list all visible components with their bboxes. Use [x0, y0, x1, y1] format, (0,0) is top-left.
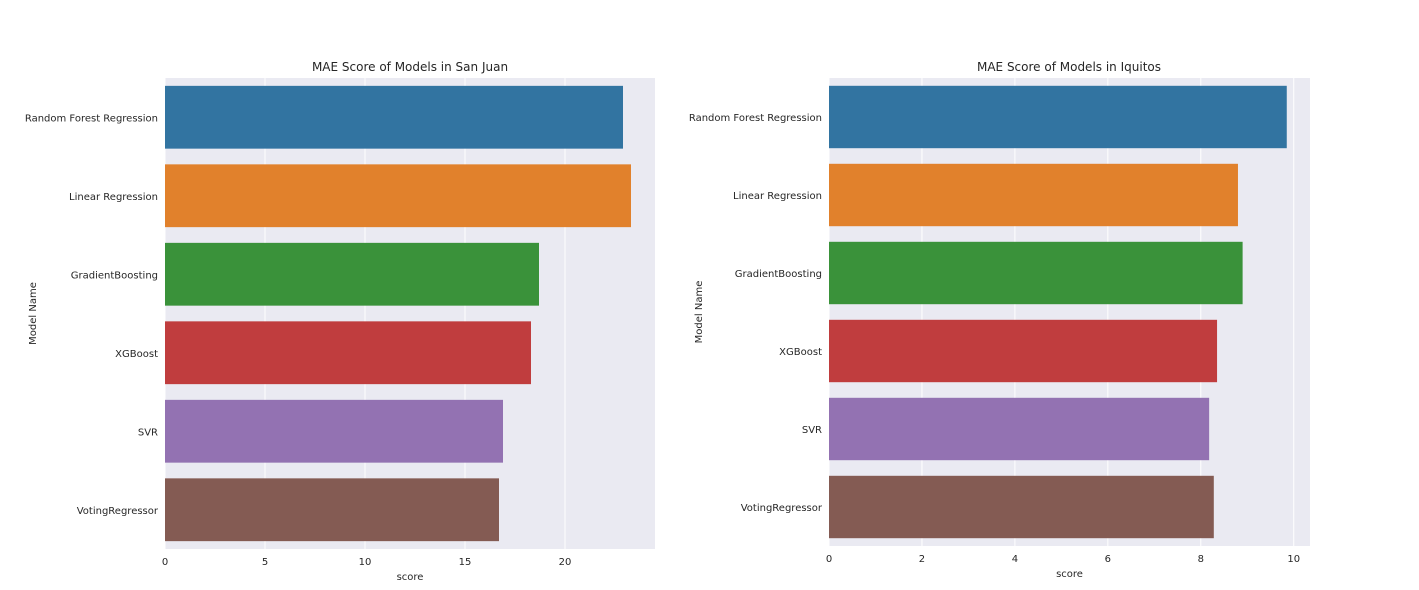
san-juan-x-tick-label: 20: [559, 557, 572, 568]
iquitos-x-tick-label: 4: [1012, 554, 1018, 565]
iquitos-bar-gradientboosting: [829, 241, 1243, 305]
chart-iquitos-svg: Random Forest Regression Linear Regressio…: [689, 60, 1310, 580]
san-juan-bar-random-forest-regression: [165, 85, 623, 149]
iquitos-category-label: SVR: [802, 425, 822, 436]
san-juan-category-label: XGBoost: [115, 349, 158, 360]
iquitos-x-tick-label: 10: [1287, 554, 1300, 565]
san-juan-bar-svr: [165, 399, 503, 463]
san-juan-bar-votingregressor: [165, 478, 499, 542]
iquitos-category-label: Random Forest Regression: [689, 113, 822, 124]
san-juan-category-label: VotingRegressor: [77, 506, 159, 517]
iquitos-chart-title: MAE Score of Models in Iquitos: [977, 60, 1161, 74]
san-juan-category-label: Random Forest Regression: [25, 113, 158, 124]
san-juan-plot-area: [165, 78, 655, 549]
iquitos-x-tick-label: 2: [919, 554, 925, 565]
san-juan-x-tick-label: 0: [162, 557, 168, 568]
iquitos-x-tick-label: 0: [826, 554, 832, 565]
san-juan-category-label: Linear Regression: [69, 192, 158, 203]
san-juan-x-tick-label: 10: [359, 557, 372, 568]
san-juan-x-tick-label: 5: [262, 557, 268, 568]
iquitos-bar-linear-regression: [829, 163, 1238, 227]
iquitos-category-label: Linear Regression: [733, 191, 822, 202]
san-juan-category-label: GradientBoosting: [71, 270, 158, 281]
iquitos-bar-xgboost: [829, 319, 1218, 383]
san-juan-y-axis-label: Model Name: [28, 282, 39, 345]
iquitos-x-tick-label: 8: [1198, 554, 1204, 565]
iquitos-category-label: XGBoost: [779, 347, 822, 358]
iquitos-bar-votingregressor: [829, 475, 1214, 539]
chart-san-juan-svg: Random Forest Regression Linear Regressio…: [25, 60, 655, 583]
san-juan-x-tick-label: 15: [459, 557, 472, 568]
iquitos-bar-random-forest-regression: [829, 85, 1287, 149]
san-juan-chart-title: MAE Score of Models in San Juan: [312, 60, 508, 74]
san-juan-bar-gradientboosting: [165, 242, 539, 306]
san-juan-bar-xgboost: [165, 321, 531, 385]
iquitos-x-axis-label: score: [1056, 569, 1083, 580]
chart-iquitos: Random Forest Regression Linear Regressio…: [680, 0, 1419, 586]
iquitos-y-axis-label: Model Name: [694, 281, 705, 344]
iquitos-category-label: VotingRegressor: [741, 503, 823, 514]
san-juan-bar-linear-regression: [165, 164, 631, 228]
iquitos-x-tick-label: 6: [1105, 554, 1111, 565]
iquitos-category-label: GradientBoosting: [735, 269, 822, 280]
san-juan-category-label: SVR: [138, 427, 158, 438]
chart-san-juan: Random Forest Regression Linear Regressio…: [0, 0, 680, 586]
iquitos-plot-area: [829, 78, 1310, 546]
san-juan-x-axis-label: score: [397, 572, 424, 583]
iquitos-bar-svr: [829, 397, 1210, 461]
